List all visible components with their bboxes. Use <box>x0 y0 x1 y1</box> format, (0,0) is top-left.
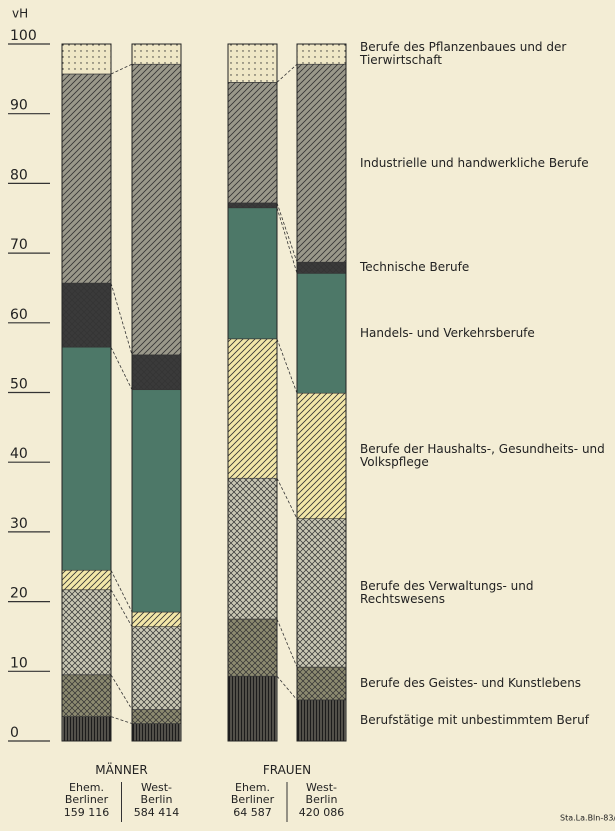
bar-segment <box>296 273 347 394</box>
category-count: 584 414 <box>133 806 180 819</box>
bar-segment <box>131 389 182 613</box>
bar-segment <box>131 63 182 356</box>
bar-segment <box>61 589 112 676</box>
y-tick-label: 0 <box>10 725 19 741</box>
connector <box>110 716 133 724</box>
bar-segment <box>296 666 347 701</box>
connector <box>276 63 298 83</box>
y-axis-label: vH <box>12 7 28 21</box>
legend-label: Berufe des Verwaltungs- und Rechtswesens <box>360 578 534 606</box>
bar-segment <box>61 674 112 717</box>
connector <box>110 63 133 75</box>
y-tick-label: 90 <box>10 98 28 114</box>
group-label: MÄNNER <box>95 763 148 777</box>
legend-label: Berufstätige mit unbestimmtem Beruf <box>360 712 589 727</box>
legend-label: Technische Berufe <box>360 260 470 275</box>
bar-segment <box>131 626 182 710</box>
bar-segment <box>227 207 278 340</box>
category-label: West-Berlin <box>140 781 173 806</box>
bar-segment <box>296 43 347 65</box>
category-label: Ehem. Berliner <box>64 781 109 806</box>
connector <box>276 202 298 263</box>
category-count: 159 116 <box>63 806 110 819</box>
bar-segment <box>296 261 347 274</box>
bar-segment <box>61 43 112 75</box>
bar-outline <box>61 43 112 742</box>
bar-segment <box>131 723 182 742</box>
y-tick-label: 10 <box>10 655 28 671</box>
connector <box>110 570 133 613</box>
legend-label: Berufe der Haushalts-, Gesundheits- und … <box>360 441 605 469</box>
bar-segment <box>227 618 278 677</box>
bar-segment <box>61 282 112 348</box>
y-tick-label: 80 <box>10 167 28 183</box>
bar-segment <box>227 202 278 209</box>
legend-label: Berufe des Pflanzenbaues und der Tierwir… <box>360 40 567 68</box>
bar-outline <box>227 43 278 742</box>
y-tick-label: 60 <box>10 307 28 323</box>
connector <box>276 675 298 701</box>
bar-segment <box>296 392 347 519</box>
y-tick-label: 20 <box>10 586 28 602</box>
connector <box>276 478 298 519</box>
source: Sta.La.Bln-83/791 <box>560 814 615 823</box>
connector <box>276 338 298 394</box>
connector <box>110 347 133 390</box>
group-label: FRAUEN <box>262 763 312 777</box>
y-tick-label: 70 <box>10 237 28 253</box>
connector <box>276 207 298 274</box>
bar-segment <box>227 338 278 479</box>
category-label: Ehem. Berliner <box>230 781 275 806</box>
y-tick-label: 100 <box>10 28 37 44</box>
category-label: West-Berlin <box>305 781 338 806</box>
bar-segment <box>227 82 278 204</box>
bar-segment <box>61 73 112 284</box>
connector <box>110 674 133 710</box>
bar-segment <box>131 354 182 391</box>
bar-segment <box>61 346 112 571</box>
y-tick-label: 30 <box>10 516 28 532</box>
bar-segment <box>296 518 347 668</box>
legend-label: Handels- und Verkehrsberufe <box>360 325 535 340</box>
legend-label: Berufe des Geistes- und Kunstlebens <box>360 675 582 690</box>
bar-segment <box>227 477 278 620</box>
bar-outline <box>131 43 182 742</box>
y-tick-label: 50 <box>10 377 28 393</box>
connector <box>110 282 133 355</box>
category-count: 420 086 <box>298 806 345 819</box>
bar-segment <box>296 699 347 742</box>
legend-label: Industrielle und handwerkliche Berufe <box>360 155 589 170</box>
category-count: 64 587 <box>233 806 272 819</box>
y-tick-label: 40 <box>10 446 28 462</box>
bar-segment <box>131 43 182 65</box>
connector <box>276 618 298 668</box>
connector <box>110 589 133 627</box>
bar-segment <box>61 569 112 591</box>
bar-segment <box>227 43 278 83</box>
bar-segment <box>131 611 182 627</box>
bar-segment <box>227 675 278 742</box>
bar-segment <box>296 63 347 263</box>
bar-segment <box>131 709 182 724</box>
bar-segment <box>61 716 112 742</box>
